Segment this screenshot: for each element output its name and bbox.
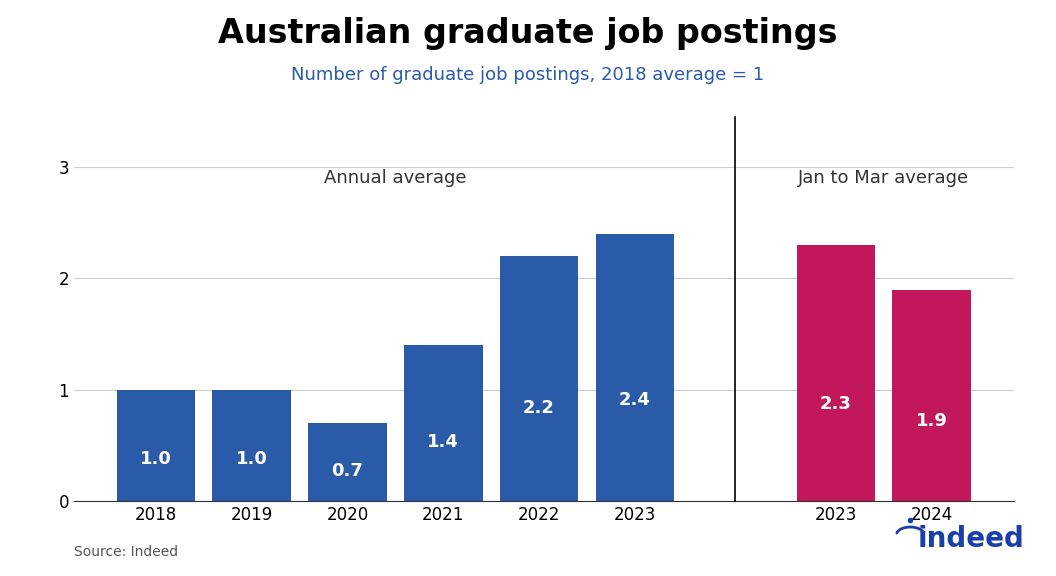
Text: 2.3: 2.3: [821, 395, 852, 413]
Text: indeed: indeed: [918, 525, 1024, 553]
Text: 0.7: 0.7: [332, 463, 363, 480]
Text: 1.0: 1.0: [235, 450, 267, 468]
Bar: [308, 423, 386, 501]
Text: Annual average: Annual average: [324, 169, 467, 187]
Text: Australian graduate job postings: Australian graduate job postings: [219, 17, 837, 50]
Text: 1.4: 1.4: [428, 433, 459, 451]
Bar: [596, 234, 674, 501]
Text: 1.0: 1.0: [140, 450, 172, 468]
Text: Number of graduate job postings, 2018 average = 1: Number of graduate job postings, 2018 av…: [291, 66, 765, 84]
Text: Jan to Mar average: Jan to Mar average: [798, 169, 969, 187]
Text: 2.4: 2.4: [619, 391, 650, 408]
Bar: [892, 290, 972, 501]
Text: Source: Indeed: Source: Indeed: [74, 545, 178, 559]
Bar: [212, 390, 291, 501]
Bar: [404, 345, 483, 501]
Text: 2.2: 2.2: [523, 399, 555, 417]
Bar: [796, 245, 875, 501]
Bar: [499, 256, 579, 501]
Text: 1.9: 1.9: [916, 412, 947, 430]
Bar: [116, 390, 195, 501]
